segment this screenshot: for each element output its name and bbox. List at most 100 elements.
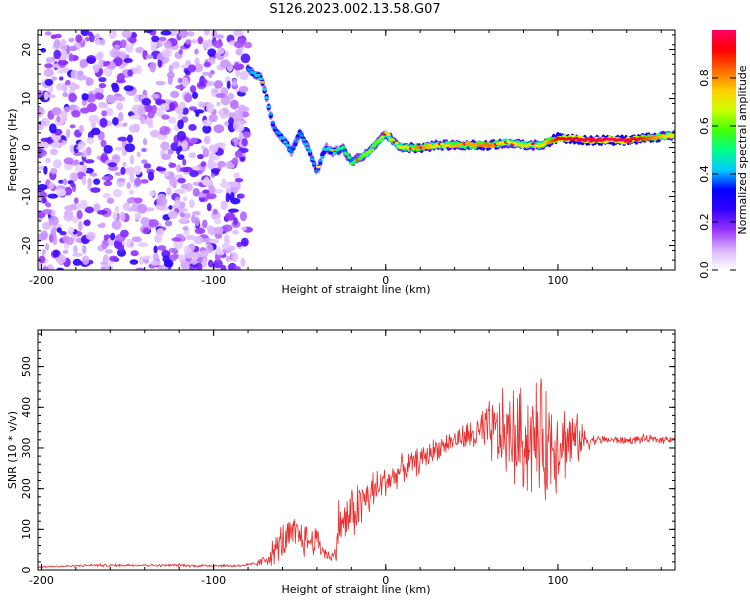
spectrogram-signal-cell: [280, 136, 286, 140]
colorbar-tick-label: 0.4: [698, 165, 711, 183]
spectrogram-noise-cell: [206, 203, 212, 212]
spectrogram-noise-cell: [236, 241, 243, 247]
spectrogram-noise-cell: [51, 226, 57, 231]
spectrogram-noise-cell: [111, 220, 122, 230]
spectrogram-noise-cell: [68, 45, 78, 52]
colorbar-tick-label: 0.2: [698, 213, 711, 231]
spectrogram-noise-cell: [52, 159, 62, 169]
spectrogram-noise-cell: [200, 161, 207, 167]
spectrogram-noise-cell: [133, 165, 142, 176]
spectrogram-noise-cell: [117, 244, 125, 253]
spectrogram-noise-cell: [40, 47, 47, 53]
spectrogram-noise-cell: [112, 212, 118, 221]
spectrogram-noise-cell: [134, 94, 140, 103]
spectrogram-noise-cell: [65, 209, 74, 219]
spectrogram-noise-cell: [56, 83, 64, 91]
spectrogram-noise-cell: [51, 76, 58, 81]
spectrogram-noise-cell: [242, 130, 251, 138]
spectrogram-signal-cell: [386, 133, 391, 137]
spectrogram-noise-cell: [40, 230, 48, 241]
spectrogram-signal-cell: [394, 141, 399, 145]
spectrogram-noise-cell: [193, 63, 204, 73]
spectrogram-noise-cell: [140, 216, 150, 227]
snr-x-tick-label: 0: [382, 574, 389, 587]
spectrogram-signal-cell: [363, 153, 368, 157]
spectrogram-signal-cell: [667, 133, 672, 137]
spectrogram-noise-cell: [233, 172, 240, 180]
spectrogram-signal-cell: [347, 155, 352, 159]
spectrogram-noise-cell: [105, 60, 111, 66]
spectrogram-noise-cell: [189, 85, 197, 94]
spectrogram-noise-cell: [56, 267, 65, 270]
spectrogram-noise-cell: [137, 242, 149, 248]
spectrogram-signal-cell: [512, 141, 517, 145]
spectrogram-noise-cell: [156, 228, 165, 237]
spectrogram-noise-cell: [85, 77, 94, 86]
spectrogram-noise-cell: [90, 187, 101, 193]
spectrogram-noise-cell: [53, 142, 62, 148]
spectrogram-noise-cell: [144, 30, 153, 34]
spectrogram-noise-cell: [214, 218, 222, 225]
spectrogram-x-axis-label: Height of straight line (km): [281, 283, 430, 296]
spectrogram-noise-cell: [220, 142, 226, 151]
spectrogram-noise-cell: [171, 237, 182, 242]
spectrogram-signal-cell: [305, 146, 311, 150]
spectrogram-noise-cell: [227, 92, 235, 100]
spectrogram-noise-cell: [174, 188, 186, 195]
spectrogram-noise-cell: [168, 205, 173, 210]
spectrogram-noise-cell: [171, 61, 180, 69]
spectrogram-noise-cell: [43, 91, 49, 101]
spectrogram-noise-cell: [155, 107, 164, 117]
spectrogram-signal-cell: [293, 140, 298, 144]
spectrogram-noise-cell: [217, 160, 226, 168]
spectrogram-noise-cell: [127, 69, 134, 77]
spectrogram-noise-cell: [162, 249, 168, 255]
spectrogram-signal-cell: [359, 155, 364, 159]
spectrogram-noise-cell: [226, 80, 231, 90]
spectrogram-noise-cell: [100, 266, 106, 270]
spectrogram-noise-cell: [119, 211, 126, 222]
spectrogram-noise-cell: [103, 180, 113, 187]
spectrogram-noise-cell: [68, 53, 74, 62]
spectrogram-signal-cell: [340, 145, 346, 149]
spectrogram-noise-cell: [135, 46, 145, 54]
spectrogram-noise-cell: [216, 47, 225, 55]
spectrogram-noise-cell: [204, 135, 211, 145]
spectrogram-noise-cell: [232, 78, 238, 87]
spectrogram-noise-cell: [129, 241, 134, 248]
spectrogram-noise-cell: [120, 229, 129, 238]
spectrogram-noise-cell: [194, 57, 200, 65]
spectrogram-noise-cell: [193, 109, 205, 114]
spectrogram-noise-cell: [53, 49, 62, 60]
spectrogram-noise-cell: [219, 59, 231, 69]
spectrogram-noise-cell: [230, 252, 239, 262]
spectrogram-noise-cell: [197, 36, 204, 45]
spectrogram-noise-cell: [72, 216, 79, 224]
spectrogram-noise-cell: [170, 142, 180, 152]
spectrogram-noise-cell: [120, 166, 126, 175]
spectrogram-noise-cell: [190, 258, 198, 265]
spectrogram-noise-cell: [149, 190, 156, 197]
spectrogram-noise-cell: [62, 178, 68, 186]
spectrogram-noise-cell: [42, 208, 53, 215]
spectrogram-noise-cell: [177, 177, 186, 184]
spectrogram-noise-cell: [74, 197, 79, 205]
spectrogram-noise-cell: [53, 38, 61, 49]
spectrogram-noise-cell: [195, 262, 203, 270]
spectrogram-noise-cell: [62, 249, 69, 254]
spectrogram-noise-cell: [128, 124, 138, 133]
spectrogram-noise-cell: [101, 239, 108, 250]
spectrogram-noise-cell: [79, 161, 85, 166]
spectrogram-noise-cell: [125, 166, 136, 176]
spectrogram-noise-cell: [86, 57, 96, 64]
spectrogram-noise-cell: [60, 45, 68, 51]
spectrogram-noise-cell: [100, 261, 108, 266]
spectrogram-noise-cell: [79, 60, 87, 69]
spectrogram-noise-cell: [142, 138, 148, 146]
spectrogram-plot-area: [38, 30, 675, 270]
spectrogram-noise-cell: [117, 136, 128, 142]
spectrogram-noise-cell: [137, 203, 148, 214]
spectrogram-signal-cell: [291, 145, 296, 149]
spectrogram-noise-cell: [98, 68, 104, 75]
